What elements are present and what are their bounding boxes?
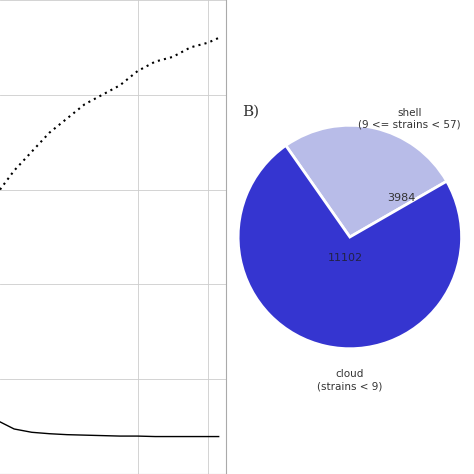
Wedge shape — [286, 125, 447, 237]
Text: B): B) — [242, 105, 259, 118]
Text: cloud
(strains < 9): cloud (strains < 9) — [317, 369, 383, 391]
Text: 3984: 3984 — [387, 193, 415, 203]
Wedge shape — [238, 146, 462, 349]
Text: shell
(9 <= strains < 57): shell (9 <= strains < 57) — [358, 108, 461, 129]
Text: 11102: 11102 — [328, 253, 363, 263]
